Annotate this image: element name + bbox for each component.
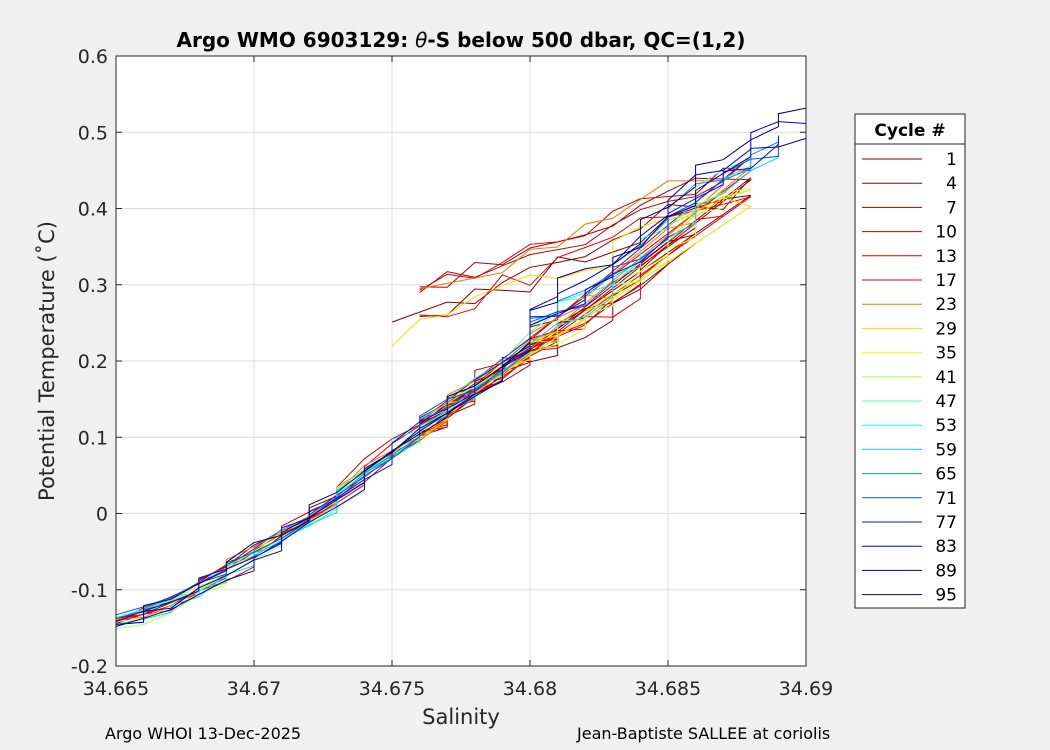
profile-trace-cycle-77 [116, 135, 779, 623]
x-tick-label: 34.67 [227, 678, 281, 700]
footer-right: Jean-Baptiste SALLEE at coriolis [577, 724, 831, 743]
title-suffix: -S below 500 dbar, QC=(1,2) [427, 28, 745, 52]
legend-label: 7 [946, 198, 957, 218]
legend-label: 65 [935, 465, 957, 485]
legend-label: 17 [935, 271, 957, 291]
y-tick-label: -0.2 [71, 656, 108, 678]
title-symbol: θ [415, 28, 427, 52]
title-prefix: Argo WMO 6903129: [177, 28, 416, 52]
legend-label: 71 [935, 489, 957, 509]
legend-label: 13 [935, 247, 957, 267]
profile-trace-cycle-10 [419, 156, 752, 433]
profile-trace-cycle-95 [143, 107, 806, 621]
x-tick-label: 34.685 [635, 678, 701, 700]
legend-label: 77 [935, 513, 957, 533]
legend-label: 53 [935, 416, 957, 436]
y-tick-label: 0.4 [78, 199, 108, 221]
profile-trace-cycle-29 [391, 197, 752, 431]
legend: Cycle # 14710131723293541475359657177838… [854, 113, 966, 609]
profile-traces [116, 107, 806, 630]
y-axis-label: Potential Temperature (˚C) [35, 221, 59, 501]
axis-ticks: 34.665 34.67 34.675 34.68 34.685 34.69 -0.2 -0.… [71, 46, 833, 700]
y-tick-label: 0.6 [78, 46, 108, 68]
legend-label: 29 [935, 319, 957, 339]
legend-label: 10 [935, 223, 957, 243]
x-tick-label: 34.69 [779, 678, 833, 700]
footer-left: Argo WHOI 13-Dec-2025 [105, 724, 302, 743]
y-tick-label: 0 [96, 504, 108, 526]
legend-label: 23 [935, 295, 957, 315]
legend-label: 41 [935, 368, 957, 388]
legend-label: 83 [935, 537, 957, 557]
y-tick-label: 0.5 [78, 122, 108, 144]
y-tick-label: 0.3 [78, 275, 108, 297]
profile-trace-cycle-71 [116, 139, 779, 616]
x-axis-label: Salinity [422, 705, 500, 729]
legend-label: 47 [935, 392, 957, 412]
legend-label: 95 [935, 586, 957, 606]
chart-title: Argo WMO 6903129: θ-S below 500 dbar, QC… [177, 28, 746, 52]
legend-box [854, 113, 966, 609]
y-tick-label: 0.2 [78, 351, 108, 373]
legend-label: 4 [946, 174, 957, 194]
legend-title: Cycle # [874, 121, 945, 141]
x-tick-label: 34.68 [503, 678, 557, 700]
legend-label: 1 [946, 150, 957, 170]
x-tick-label: 34.665 [83, 678, 149, 700]
x-tick-label: 34.675 [359, 678, 425, 700]
y-tick-label: 0.1 [78, 427, 108, 449]
legend-label: 59 [935, 440, 957, 460]
profile-trace-cycle-89 [116, 137, 806, 625]
legend-label: 89 [935, 561, 957, 581]
y-tick-label: -0.1 [71, 580, 108, 602]
legend-label: 35 [935, 344, 957, 364]
